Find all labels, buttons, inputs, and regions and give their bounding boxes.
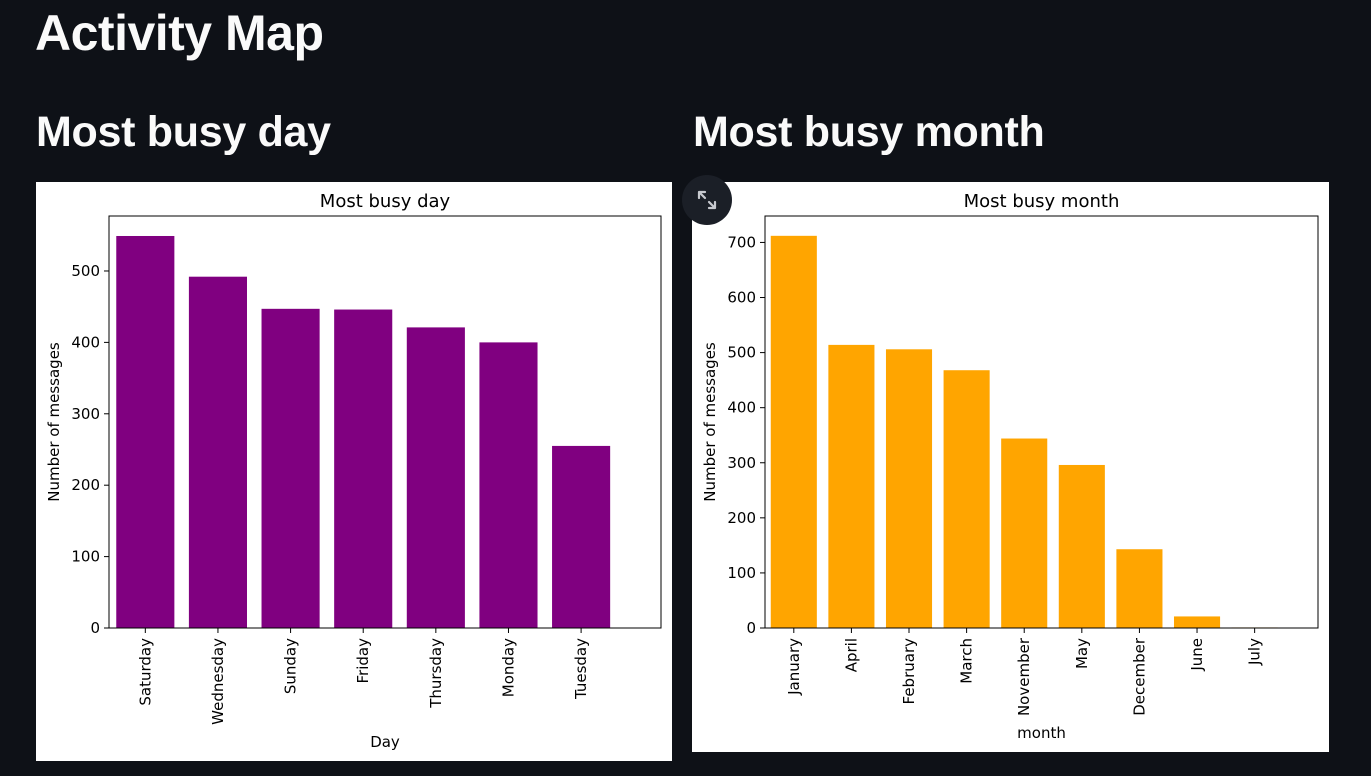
x-tick-label: Tuesday	[572, 638, 590, 700]
x-tick-label: July	[1246, 638, 1264, 666]
chart-most-busy-day: Most busy day Saturday Wednesday Sunday Frid…	[36, 182, 672, 761]
y-tick-label: 500	[71, 262, 100, 280]
bar-saturday	[116, 235, 175, 628]
x-tick-label: December	[1130, 637, 1148, 716]
bar-wednesday	[188, 276, 247, 628]
y-tick-label: 600	[727, 289, 756, 307]
bar-thursday	[406, 327, 465, 628]
expand-icon	[697, 190, 717, 210]
x-tick-label: February	[900, 638, 918, 705]
x-tick-label: Saturday	[136, 638, 154, 706]
chart-most-busy-month: Most busy month January April February March…	[692, 182, 1329, 752]
x-tick-label: Monday	[499, 638, 517, 697]
chart-svg-day: Most busy day Saturday Wednesday Sunday Frid…	[45, 191, 662, 751]
bar-may	[1058, 464, 1105, 628]
bar-march	[943, 370, 990, 628]
y-tick-label: 200	[71, 476, 100, 494]
bar-january	[770, 235, 817, 629]
bar-june	[1173, 616, 1221, 628]
y-axis-label: Number of messages	[45, 342, 63, 502]
x-tick-label: Sunday	[282, 638, 300, 694]
y-axis-label: Number of messages	[701, 342, 719, 502]
section-heading-most-busy-day: Most busy day	[36, 108, 331, 156]
chart-title: Most busy day	[320, 191, 451, 212]
chart-svg-month: Most busy month January April February March…	[701, 191, 1319, 742]
section-heading-most-busy-month: Most busy month	[693, 108, 1045, 156]
x-axis-label: month	[1017, 724, 1066, 742]
fullscreen-button[interactable]	[682, 175, 732, 225]
x-tick-label: March	[958, 638, 976, 684]
bar-tuesday	[552, 445, 611, 628]
bar-sunday	[261, 308, 320, 628]
y-tick-label: 400	[71, 333, 100, 351]
x-tick-label: Wednesday	[209, 638, 227, 725]
x-tick-label: Friday	[354, 638, 372, 684]
y-tick-label: 200	[727, 509, 756, 527]
x-tick-label: Thursday	[427, 638, 445, 709]
bar-november	[1001, 438, 1048, 628]
chart-title: Most busy month	[964, 191, 1120, 212]
x-tick-label: November	[1015, 637, 1033, 716]
y-tick-label: 0	[746, 619, 756, 637]
y-tick-label: 500	[727, 344, 756, 362]
bar-december	[1116, 549, 1163, 628]
y-tick-label: 0	[90, 619, 100, 637]
plot-frame	[764, 215, 1319, 629]
y-tick-label: 100	[727, 564, 756, 582]
y-tick-label: 300	[71, 405, 100, 423]
x-tick-label: May	[1073, 638, 1091, 669]
y-tick-label: 100	[71, 548, 100, 566]
y-tick-label: 700	[727, 233, 756, 251]
bar-february	[885, 349, 933, 628]
plot-frame	[108, 215, 662, 629]
y-tick-label: 400	[727, 399, 756, 417]
page-title: Activity Map	[35, 5, 324, 61]
x-tick-label: January	[785, 638, 803, 696]
y-tick-label: 300	[727, 454, 756, 472]
bar-april	[828, 344, 875, 628]
x-tick-label: June	[1188, 638, 1206, 672]
bar-friday	[334, 309, 393, 628]
x-axis-label: Day	[370, 733, 400, 751]
bar-monday	[479, 342, 538, 628]
x-tick-label: April	[842, 638, 860, 672]
